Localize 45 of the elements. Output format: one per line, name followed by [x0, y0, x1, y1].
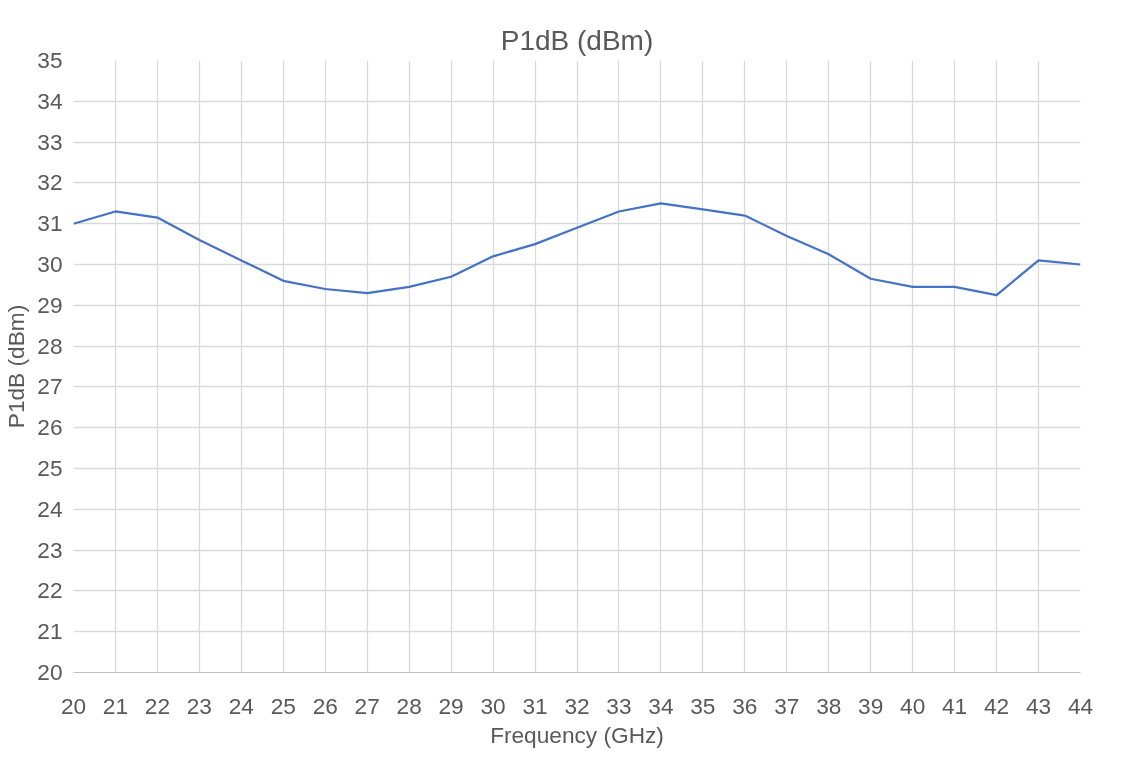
x-tick-label: 43 [1025, 692, 1052, 719]
x-tick-label: 36 [732, 692, 758, 719]
y-tick-label: 32 [37, 169, 63, 196]
y-tick-label: 24 [37, 495, 63, 522]
y-tick-label: 27 [37, 373, 63, 400]
x-tick-label: 23 [186, 692, 212, 719]
x-tick-label: 20 [60, 692, 87, 719]
y-axis-title: P1dB (dBm) [3, 304, 30, 429]
y-tick-label: 29 [37, 291, 63, 318]
x-tick-label: 38 [816, 692, 842, 719]
x-tick-label: 42 [983, 692, 1010, 719]
x-tick-label: 26 [312, 692, 338, 719]
x-axis-title: Frequency (GHz) [490, 721, 664, 748]
x-tick-label: 35 [690, 692, 716, 719]
y-tick-label: 26 [37, 414, 63, 441]
y-tick-label: 23 [37, 536, 63, 563]
x-tick-label: 29 [438, 692, 464, 719]
x-tick-label: 39 [858, 692, 884, 719]
y-tick-label: 20 [37, 659, 63, 685]
y-tick-label: 34 [37, 87, 63, 114]
chart-title: P1dB (dBm) [500, 24, 654, 56]
y-tick-label: 30 [37, 251, 63, 277]
y-tick-label: 33 [37, 128, 63, 155]
y-tick-label: 28 [37, 332, 63, 359]
x-tick-label: 24 [228, 692, 254, 719]
x-tick-label: 44 [1067, 692, 1094, 719]
x-tick-label: 30 [480, 692, 506, 719]
x-tick-label: 41 [942, 692, 968, 719]
y-tick-label: 22 [37, 577, 63, 604]
x-tick-label: 31 [522, 692, 548, 719]
y-tick-label: 21 [37, 618, 63, 645]
y-tick-label: 35 [37, 47, 63, 73]
y-tick-label: 31 [37, 210, 63, 237]
x-tick-label: 37 [774, 692, 800, 719]
x-tick-label: 34 [648, 692, 674, 719]
x-tick-label: 27 [354, 692, 380, 719]
x-tick-label: 25 [270, 692, 296, 719]
x-tick-label: 21 [102, 692, 129, 719]
x-tick-label: 32 [564, 692, 590, 719]
x-tick-label: 40 [900, 692, 926, 719]
x-tick-label: 22 [144, 692, 171, 719]
x-tick-label: 33 [606, 692, 632, 719]
y-tick-label: 25 [37, 455, 63, 481]
x-tick-label: 28 [396, 692, 422, 719]
line-series [73, 202, 1081, 297]
